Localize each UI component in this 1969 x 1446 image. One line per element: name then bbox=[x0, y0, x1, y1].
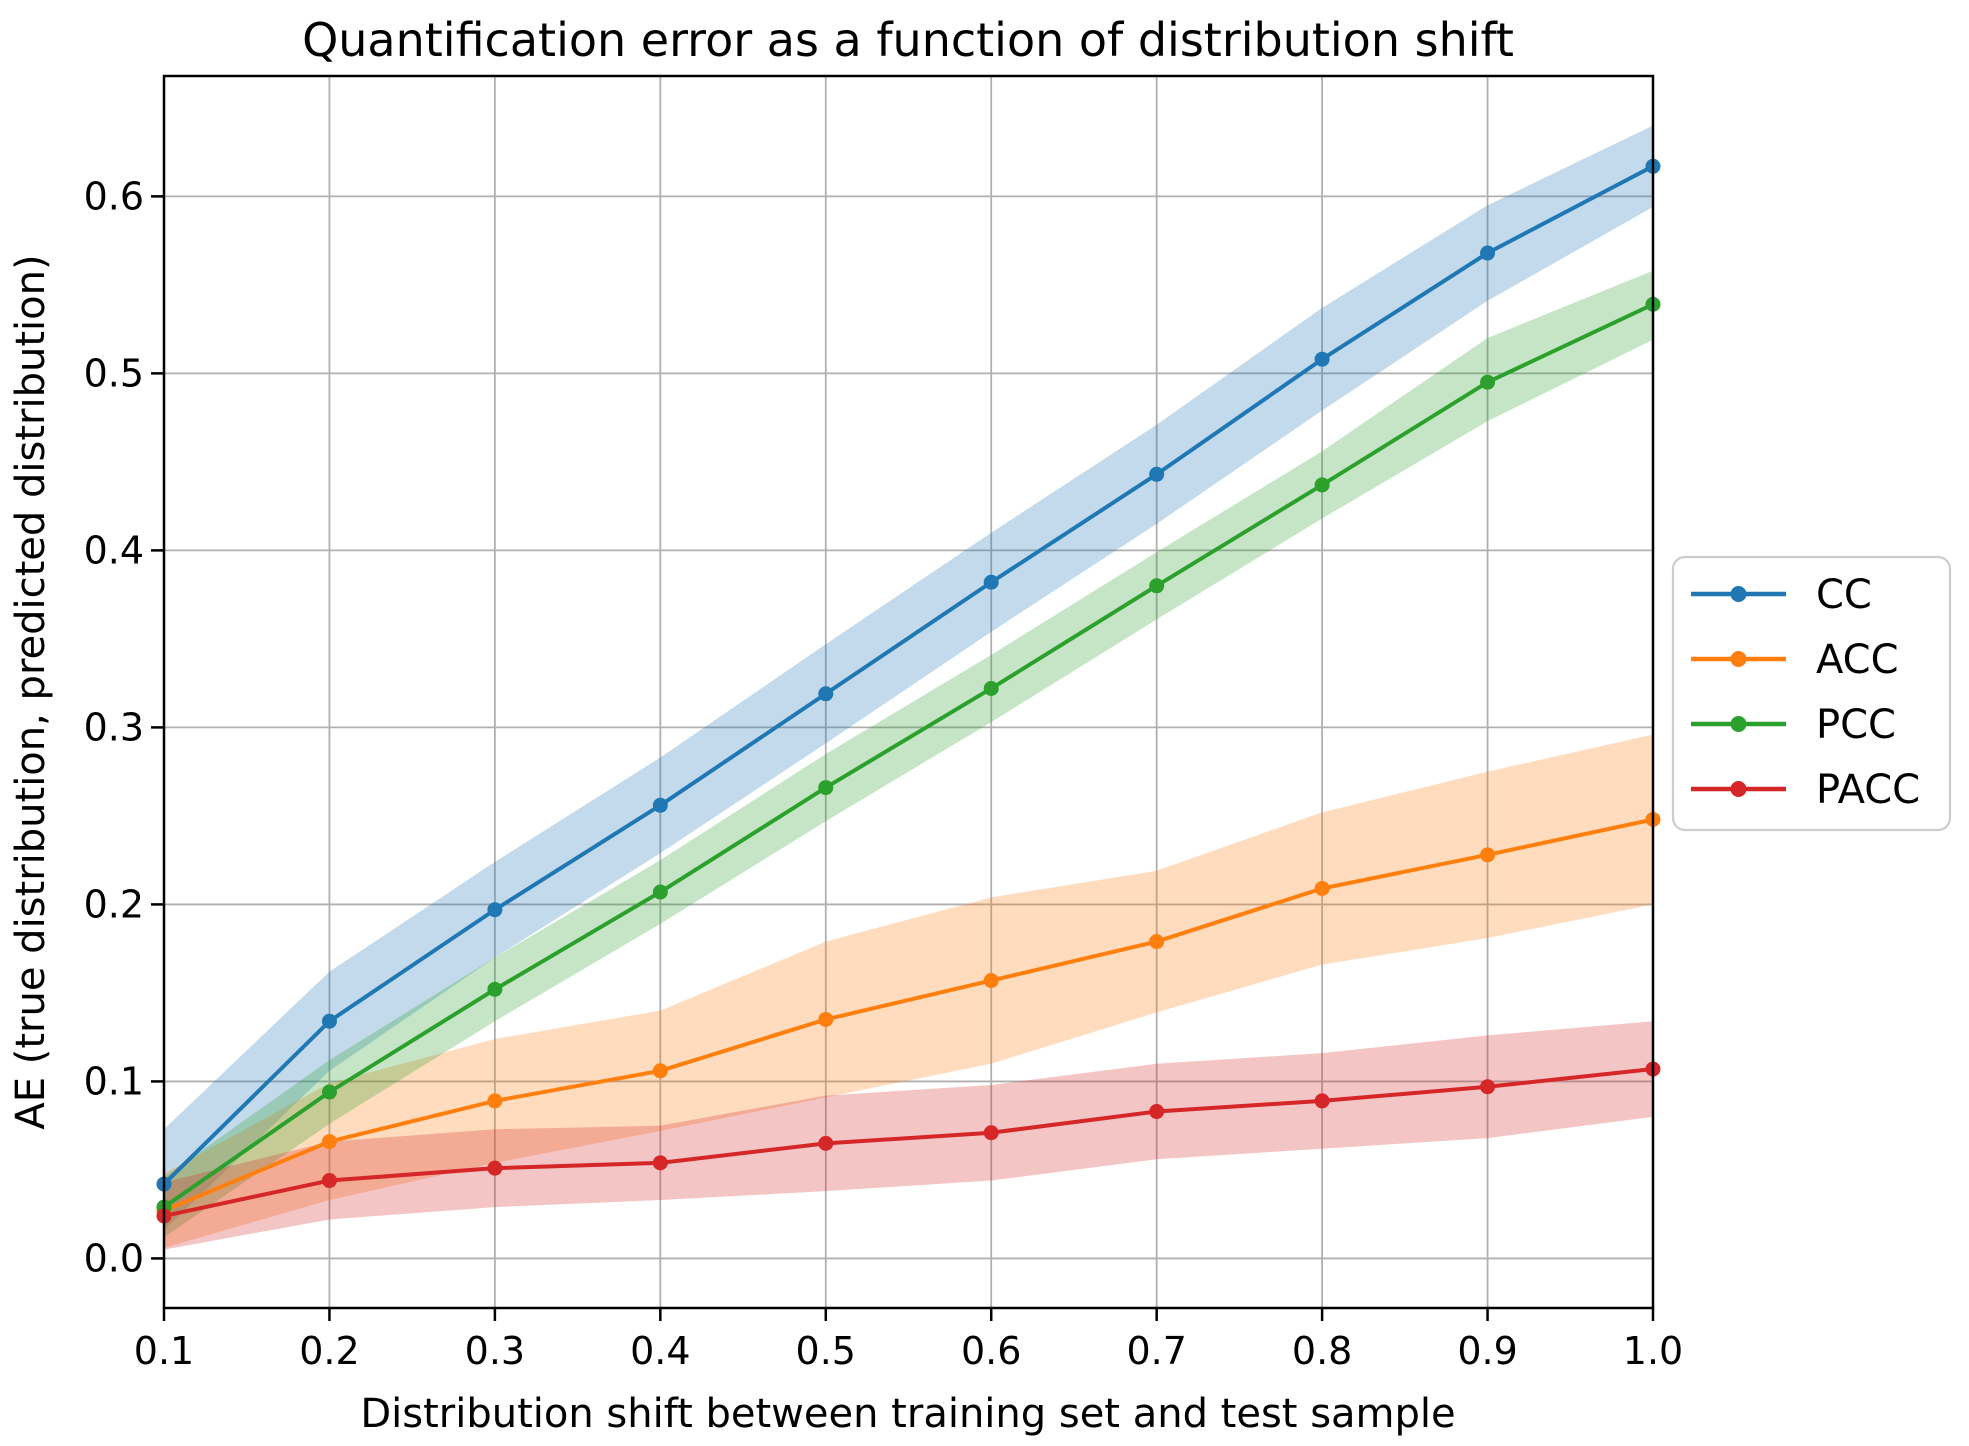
series-lines bbox=[156, 158, 1661, 1224]
series-PACC bbox=[156, 1061, 1661, 1224]
marker-PACC bbox=[1149, 1104, 1165, 1120]
y-tick-label: 0.0 bbox=[84, 1237, 144, 1281]
plot-border bbox=[162, 74, 1655, 1310]
marker-ACC bbox=[652, 1063, 668, 1079]
marker-PCC bbox=[1149, 578, 1165, 594]
marker-CC bbox=[1314, 351, 1330, 367]
y-tick-label: 0.4 bbox=[84, 529, 144, 573]
legend-label: ACC bbox=[1816, 637, 1899, 683]
marker-PCC bbox=[652, 884, 668, 900]
x-axis-label: Distribution shift between training set … bbox=[360, 1391, 1455, 1437]
line-PCC bbox=[162, 302, 1655, 1210]
x-tick-label: 0.3 bbox=[465, 1329, 525, 1373]
x-tick-label: 0.2 bbox=[299, 1329, 359, 1373]
marker-PACC bbox=[487, 1160, 503, 1176]
y-tick-label: 0.6 bbox=[84, 175, 144, 219]
band-PACC bbox=[164, 1021, 1653, 1250]
marker-ACC bbox=[321, 1134, 337, 1150]
marker-PCC bbox=[983, 680, 999, 696]
marker-ACC bbox=[1480, 847, 1496, 863]
chart-title: Quantification error as a function of di… bbox=[302, 13, 1514, 67]
y-tick-label: 0.3 bbox=[84, 706, 144, 750]
marker-ACC bbox=[1149, 934, 1165, 950]
marker-PCC bbox=[321, 1084, 337, 1100]
legend-label: PCC bbox=[1816, 702, 1896, 748]
legend: CC ACC PCC PACC bbox=[1671, 555, 1952, 832]
axis-ticks: 0.1 0.2 0.3 0.4 0.5 0.6 0.7 0.8 0.9 1.0 0.0 0.1 0.2 0… bbox=[84, 175, 1684, 1373]
x-tick-label: 0.8 bbox=[1292, 1329, 1352, 1373]
legend-label: PACC bbox=[1816, 767, 1920, 813]
legend-item-CC: CC bbox=[1691, 572, 1872, 618]
marker-PCC bbox=[818, 780, 834, 796]
legend-marker bbox=[1730, 586, 1747, 602]
marker-CC bbox=[487, 902, 503, 918]
legend-marker bbox=[1730, 781, 1747, 797]
legend-box bbox=[1671, 555, 1952, 832]
band-ACC bbox=[164, 734, 1653, 1248]
legend-marker bbox=[1730, 651, 1747, 667]
marker-PCC bbox=[1314, 477, 1330, 493]
marker-PCC bbox=[1480, 374, 1496, 390]
x-tick-label: 0.5 bbox=[796, 1329, 856, 1373]
marker-PACC bbox=[818, 1135, 834, 1151]
series-PCC bbox=[156, 296, 1661, 1215]
marker-CC bbox=[1149, 466, 1165, 482]
y-tick-label: 0.2 bbox=[84, 883, 144, 927]
band-CC bbox=[164, 125, 1653, 1231]
line-CC bbox=[162, 164, 1655, 1187]
legend-item-PACC: PACC bbox=[1691, 767, 1920, 813]
line-PACC bbox=[162, 1067, 1655, 1218]
marker-CC bbox=[818, 686, 834, 702]
marker-CC bbox=[1480, 245, 1496, 261]
marker-ACC bbox=[818, 1011, 834, 1027]
y-tick-label: 0.1 bbox=[84, 1060, 144, 1104]
marker-PACC bbox=[1480, 1079, 1496, 1095]
x-tick-label: 0.4 bbox=[630, 1329, 690, 1373]
x-tick-label: 0.9 bbox=[1457, 1329, 1517, 1373]
marker-PACC bbox=[321, 1173, 337, 1189]
marker-ACC bbox=[983, 973, 999, 989]
line-ACC bbox=[162, 817, 1655, 1213]
marker-PACC bbox=[1314, 1093, 1330, 1109]
legend-marker bbox=[1730, 716, 1747, 732]
marker-ACC bbox=[487, 1093, 503, 1109]
y-tick-label: 0.5 bbox=[84, 352, 144, 396]
x-tick-label: 0.6 bbox=[961, 1329, 1021, 1373]
marker-CC bbox=[652, 797, 668, 813]
marker-PACC bbox=[652, 1155, 668, 1171]
marker-PCC bbox=[487, 981, 503, 997]
marker-ACC bbox=[1314, 880, 1330, 896]
legend-label: CC bbox=[1816, 572, 1872, 618]
x-tick-label: 1.0 bbox=[1623, 1329, 1683, 1373]
marker-CC bbox=[983, 574, 999, 590]
x-tick-label: 0.1 bbox=[134, 1329, 194, 1373]
marker-CC bbox=[321, 1013, 337, 1029]
legend-item-ACC: ACC bbox=[1691, 637, 1899, 683]
legend-item-PCC: PCC bbox=[1691, 702, 1896, 748]
y-axis-label: AE (true distribution, predicted distrib… bbox=[8, 254, 54, 1129]
x-tick-label: 0.7 bbox=[1126, 1329, 1186, 1373]
marker-PACC bbox=[983, 1125, 999, 1141]
